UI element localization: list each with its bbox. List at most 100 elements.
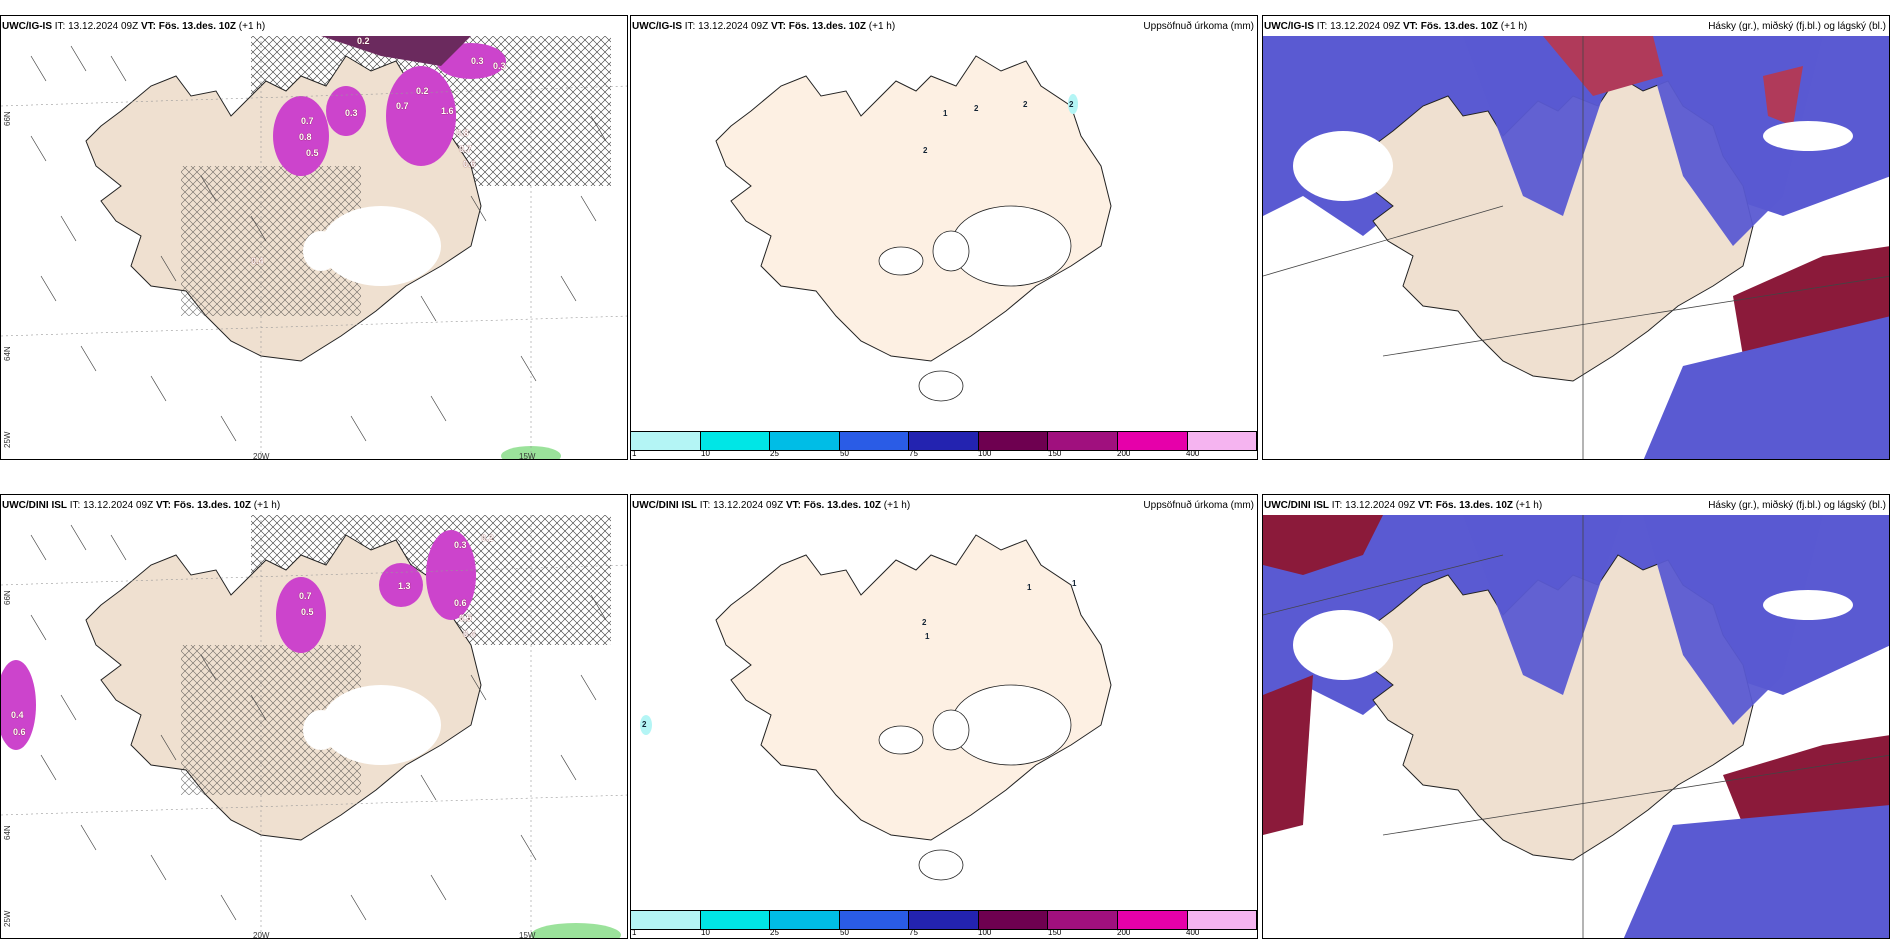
precip-value: 0.7 — [301, 116, 314, 126]
cloud-title: Hásky (gr.), miðský (fj.bl.) og lágský (… — [1708, 21, 1886, 32]
precip-value: 1.3 — [398, 581, 411, 591]
precip-blob — [273, 96, 329, 176]
lead-time: (+1 h) — [238, 21, 266, 32]
colorbar-label: 50 — [840, 449, 849, 458]
glacier — [303, 231, 339, 271]
precip-value: 0.3 — [345, 108, 358, 118]
lead-time: (+1 h) — [868, 21, 896, 32]
colorbar-segment — [1117, 911, 1188, 929]
glacier — [281, 850, 321, 880]
precip-value: 0.4 — [463, 629, 476, 639]
wind-barbs — [30, 45, 607, 442]
glacier — [321, 685, 441, 765]
mid-cloud — [1543, 36, 1663, 96]
lon-label: 15W — [519, 931, 536, 939]
precip-blob — [1, 660, 36, 750]
precip-blob — [276, 577, 326, 653]
colorbar-labels: 1 10 25 50 75 100 150 200 400 — [631, 449, 1257, 459]
cloud-title: Hásky (gr.), miðský (fj.bl.) og lágský (… — [1708, 500, 1886, 511]
precip-value: 0.5 — [301, 607, 314, 617]
glacier — [932, 230, 970, 272]
colorbar — [631, 910, 1257, 930]
precip-value: 0.4 — [251, 256, 264, 266]
it-value: 13.12.2024 09Z — [1345, 500, 1416, 511]
panel-header: UWC/DINI ISL IT: 13.12.2024 09Z VT: Fös.… — [1264, 500, 1542, 511]
precip-value: 0.2 — [416, 86, 429, 96]
mid-cloud — [1263, 515, 1383, 575]
vt-value: Fös. 13.des. 10Z — [158, 21, 237, 32]
it-value: 13.12.2024 09Z — [713, 500, 784, 511]
lat-label: 66N — [3, 590, 12, 605]
colorbar-label: 25 — [770, 449, 779, 458]
wind-map — [1, 16, 627, 459]
colorbar-label: 10 — [701, 928, 710, 937]
clear-sky — [1293, 610, 1393, 680]
precip-point: 1 — [1072, 579, 1077, 588]
vt-value: Fös. 13.des. 10Z — [803, 500, 882, 511]
colorbar-segment — [770, 432, 840, 450]
wind-map-panel-row2: UWC/DINI ISL IT: 13.12.2024 09Z VT: Fös.… — [0, 494, 628, 939]
graticule — [1263, 36, 1889, 459]
it-value: 13.12.2024 09Z — [83, 500, 154, 511]
wind-map — [1, 495, 627, 938]
graticule — [1, 36, 627, 459]
colorbar-segment — [700, 911, 771, 929]
colorbar-segment — [839, 911, 910, 929]
colorbar-label: 150 — [1048, 928, 1062, 937]
precip-point: 2 — [1069, 100, 1074, 109]
precip-point: 1 — [943, 109, 948, 118]
precip-blob — [379, 563, 423, 607]
mid-cloud — [1763, 66, 1803, 126]
precip-point: 2 — [1023, 100, 1028, 109]
precip-value: 0.8 — [456, 128, 469, 138]
precip-point: 2 — [923, 146, 928, 155]
glacier — [950, 684, 1072, 766]
it-label: IT: — [1316, 21, 1328, 32]
precip-blob — [426, 530, 476, 620]
colorbar-label: 400 — [1186, 449, 1200, 458]
colorbar-label: 100 — [978, 928, 992, 937]
colorbar-label: 75 — [909, 449, 918, 458]
precip-value: 0.6 — [13, 727, 26, 737]
cloud-map — [1263, 495, 1889, 938]
mid-cloud — [1263, 675, 1313, 835]
colorbar-segment — [1048, 911, 1118, 929]
colorbar-segment — [770, 911, 840, 929]
lon-label: 20W — [253, 931, 270, 939]
colorbar — [631, 431, 1257, 451]
precip-value: 0.3 — [471, 56, 484, 66]
vt-value: Fös. 13.des. 10Z — [173, 500, 252, 511]
panel-header: UWC/IG-IS IT: 13.12.2024 09Z VT: Fös. 13… — [2, 21, 265, 32]
precip-map — [631, 495, 1257, 938]
colorbar-segment — [631, 911, 701, 929]
colorbar-segment — [978, 911, 1049, 929]
cloud-map-panel-row1: UWC/IG-IS IT: 13.12.2024 09Z VT: Fös. 13… — [1262, 15, 1890, 460]
precip-value: 0.8 — [299, 132, 312, 142]
glacier — [878, 725, 924, 755]
model-name: UWC/DINI ISL — [2, 500, 67, 511]
precip-blob — [326, 86, 366, 136]
wind-map-panel-row1: UWC/IG-IS IT: 13.12.2024 09Z VT: Fös. 13… — [0, 15, 628, 460]
precip-value: 0.4 — [11, 710, 24, 720]
lat-label: 64N — [3, 825, 12, 840]
lon-label: 25W — [3, 910, 12, 927]
green-area — [531, 923, 621, 938]
vt-label: VT: — [1402, 21, 1418, 32]
precip-value: 0.7 — [396, 101, 409, 111]
glacier — [918, 849, 964, 881]
colorbar-segment — [700, 432, 771, 450]
cloud-map — [1263, 16, 1889, 459]
panel-header: UWC/DINI ISL IT: 13.12.2024 09Z VT: Fös.… — [632, 500, 910, 511]
lead-time: (+1 h) — [253, 500, 281, 511]
colorbar-label: 25 — [770, 928, 779, 937]
precip-value: 0.7 — [459, 144, 472, 154]
lat-label: 64N — [3, 346, 12, 361]
precip-value: 0.7 — [299, 591, 312, 601]
vt-label: VT: — [770, 21, 786, 32]
glacier — [303, 710, 339, 750]
precip-value: 0.3 — [454, 540, 467, 550]
precip-map-panel-row1: UWC/IG-IS IT: 13.12.2024 09Z VT: Fös. 13… — [630, 15, 1258, 460]
vt-value: Fös. 13.des. 10Z — [1420, 21, 1499, 32]
precip-value: 0.2 — [357, 36, 370, 46]
glacier — [281, 371, 321, 401]
